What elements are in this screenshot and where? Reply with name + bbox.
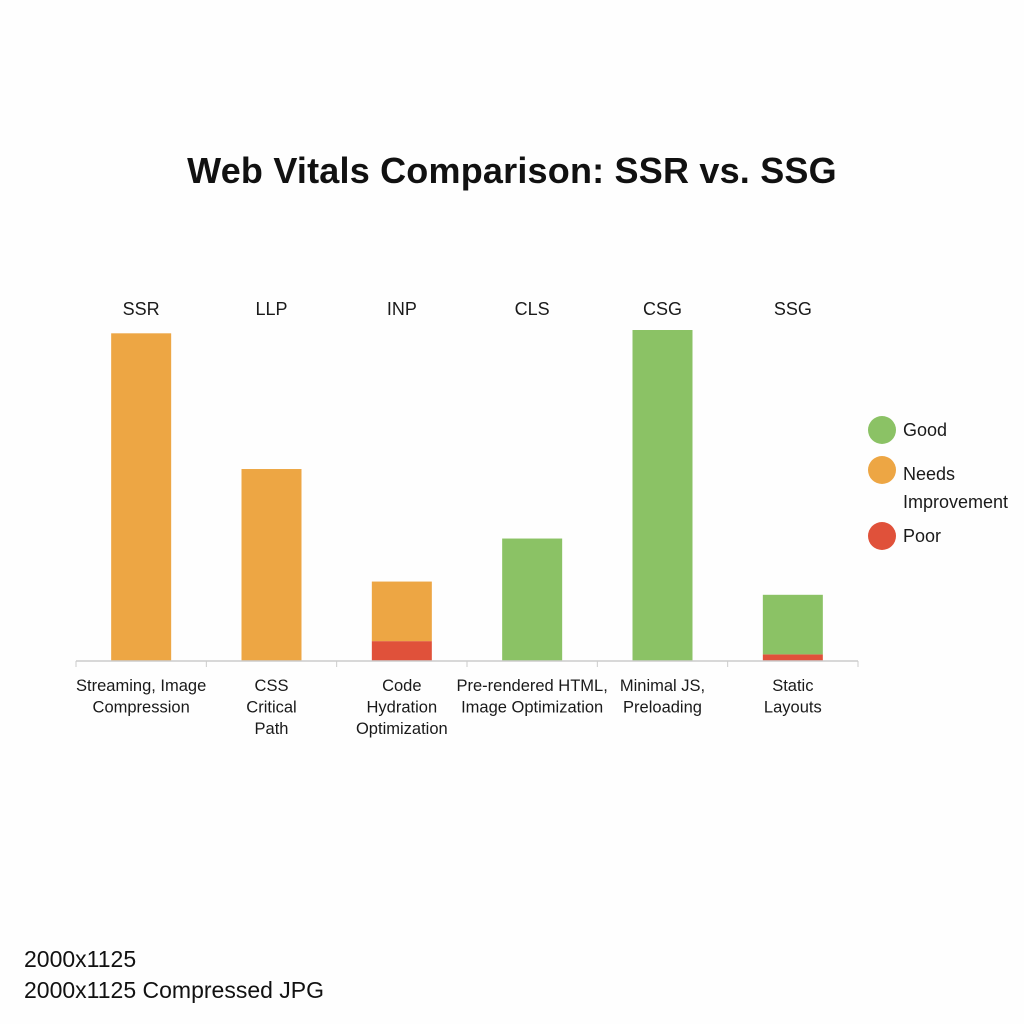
bar-needs_improvement-0 (111, 333, 172, 661)
legend-swatch-needs-improvement (868, 456, 896, 484)
chart-title: Web Vitals Comparison: SSR vs. SSG (187, 150, 837, 191)
bar-good-4 (632, 330, 693, 661)
category-label-0: Streaming, Image Compression (76, 677, 206, 717)
footnote-format: 2000x1125 Compressed JPG (24, 977, 325, 1003)
category-label-4: Minimal JS, Preloading (620, 677, 705, 717)
top-label-1: LLP (255, 299, 287, 319)
footnote-dimensions: 2000x1125 (24, 946, 137, 972)
top-label-3: CLS (515, 299, 550, 319)
top-label-2: INP (387, 299, 417, 319)
legend-swatch-poor (868, 522, 896, 550)
legend-label-needs-improvement: Needs Improvement (903, 464, 1009, 512)
bar-poor-5 (762, 654, 823, 661)
category-label-1: CSS Critical Path (246, 677, 296, 738)
bar-good-5 (762, 594, 823, 655)
top-label-4: CSG (643, 299, 682, 319)
top-label-0: SSR (123, 299, 160, 319)
bar-poor-2 (371, 641, 432, 661)
bar-needs_improvement-2 (371, 581, 432, 642)
category-label-2: Code Hydration Optimization (356, 677, 448, 738)
category-label-3: Pre-rendered HTML, Image Optimization (457, 677, 608, 717)
legend-label-good: Good (903, 420, 948, 440)
bar-good-3 (502, 538, 563, 661)
bar-needs_improvement-1 (241, 469, 302, 661)
legend-label-poor: Poor (903, 526, 942, 546)
top-label-5: SSG (774, 299, 812, 319)
legend-swatch-good (868, 416, 896, 444)
category-label-5: Static Layouts (764, 677, 822, 717)
